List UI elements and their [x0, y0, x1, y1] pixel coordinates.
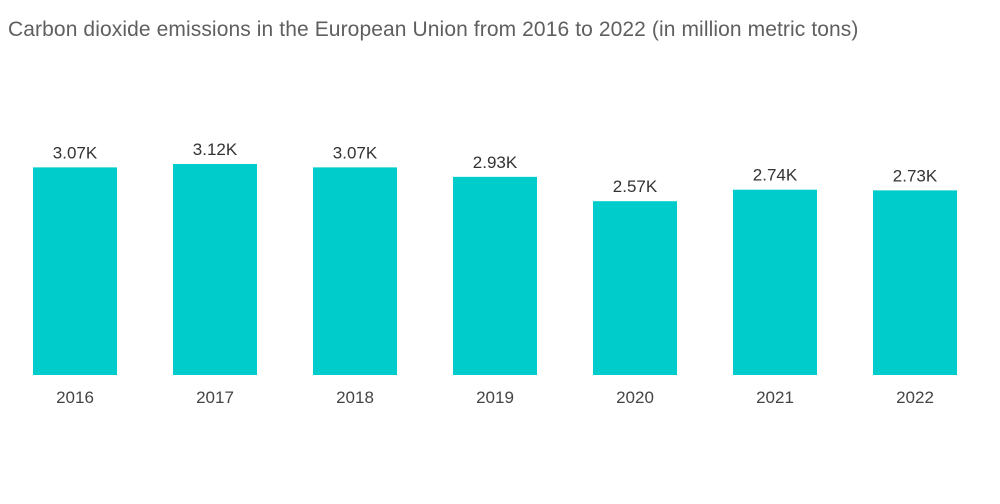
x-tick-label-2019: 2019 [476, 388, 514, 407]
data-label-2016: 3.07K [53, 143, 98, 162]
x-tick-label-2020: 2020 [616, 388, 654, 407]
x-tick-label-2022: 2022 [896, 388, 934, 407]
chart-title: Carbon dioxide emissions in the European… [8, 18, 859, 41]
data-label-2018: 3.07K [333, 143, 378, 162]
data-label-2020: 2.57K [613, 177, 658, 196]
bar-2022 [873, 190, 957, 375]
bar-2017 [173, 164, 257, 375]
bar-2016 [33, 167, 117, 375]
bar-2020 [593, 201, 677, 375]
data-label-2019: 2.93K [473, 153, 518, 172]
data-label-2021: 2.74K [753, 166, 798, 185]
bar-2018 [313, 167, 397, 375]
data-label-2022: 2.73K [893, 166, 938, 185]
bar-2021 [733, 189, 817, 375]
x-tick-label-2016: 2016 [56, 388, 94, 407]
x-tick-label-2017: 2017 [196, 388, 234, 407]
bar-2019 [453, 176, 537, 375]
x-tick-label-2018: 2018 [336, 388, 374, 407]
x-tick-label-2021: 2021 [756, 388, 794, 407]
data-label-2017: 3.12K [193, 140, 238, 159]
